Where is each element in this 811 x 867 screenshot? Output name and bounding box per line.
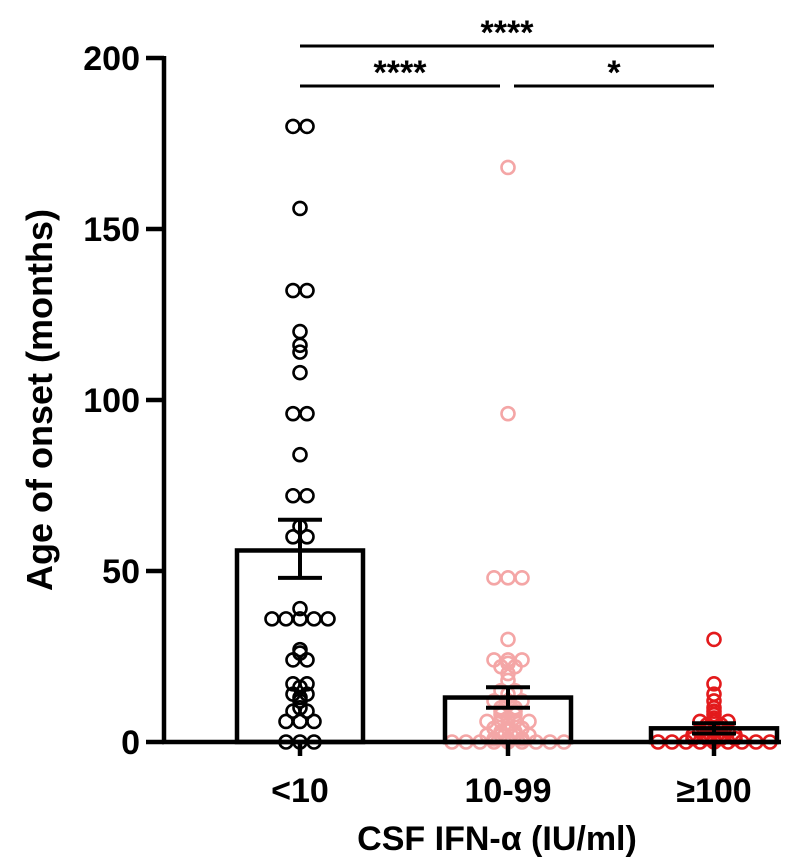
data-point bbox=[320, 611, 336, 627]
data-point bbox=[299, 528, 315, 545]
data-point bbox=[285, 118, 301, 135]
data-point bbox=[706, 676, 722, 692]
data-point bbox=[292, 337, 308, 354]
data-point bbox=[285, 528, 301, 545]
significance-label: * bbox=[607, 54, 621, 92]
axes: 0 50 100 150 200 <10 10-99 ≥100 bbox=[83, 40, 781, 810]
data-point bbox=[292, 446, 308, 463]
data-point bbox=[292, 364, 308, 381]
data-point bbox=[292, 200, 308, 217]
data-point bbox=[278, 611, 294, 627]
data-point bbox=[486, 570, 502, 586]
y-tick-label: 200 bbox=[83, 40, 140, 78]
data-point bbox=[514, 731, 530, 747]
significance-label: **** bbox=[374, 54, 428, 92]
data-point bbox=[292, 713, 308, 730]
data-point bbox=[706, 631, 722, 648]
data-point bbox=[299, 405, 315, 422]
data-point bbox=[299, 282, 315, 299]
data-points bbox=[264, 118, 778, 750]
data-point bbox=[500, 405, 516, 422]
significance-label: **** bbox=[481, 14, 535, 52]
y-tick-label: 0 bbox=[121, 724, 140, 762]
data-point bbox=[500, 665, 516, 682]
significance-brackets: ******** * bbox=[300, 14, 714, 92]
data-point bbox=[285, 405, 301, 422]
x-axis-label: CSF IFN-α (IU/ml) bbox=[357, 820, 637, 858]
data-point bbox=[500, 631, 516, 648]
data-point bbox=[292, 323, 308, 340]
data-point bbox=[292, 600, 308, 617]
x-tick-label: 10-99 bbox=[465, 772, 552, 810]
data-point bbox=[299, 118, 315, 135]
data-point bbox=[299, 487, 315, 504]
y-tick-label: 150 bbox=[83, 211, 140, 249]
data-point bbox=[500, 159, 516, 176]
data-point bbox=[285, 487, 301, 504]
data-point bbox=[278, 713, 294, 730]
data-point bbox=[306, 713, 322, 730]
data-point bbox=[500, 570, 516, 586]
data-point bbox=[514, 570, 530, 586]
data-point bbox=[292, 344, 308, 360]
y-tick-label: 100 bbox=[83, 382, 140, 420]
y-tick-label: 50 bbox=[102, 553, 140, 591]
x-tick-label: ≥100 bbox=[676, 772, 751, 810]
data-point bbox=[285, 282, 301, 299]
x-tick-label: <10 bbox=[271, 772, 329, 810]
data-point bbox=[264, 611, 280, 627]
data-point bbox=[292, 693, 308, 709]
data-point bbox=[306, 611, 322, 627]
bars bbox=[234, 517, 780, 745]
data-point bbox=[299, 703, 315, 720]
y-axis-label: Age of onset (months) bbox=[19, 209, 60, 591]
data-point bbox=[299, 652, 315, 668]
